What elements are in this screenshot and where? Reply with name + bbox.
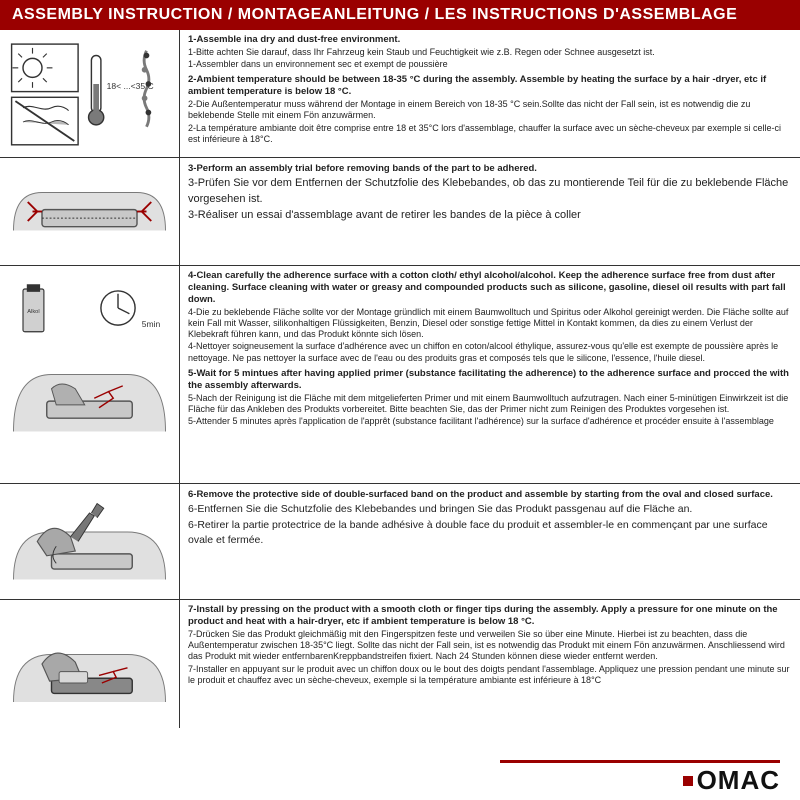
- step-row-3: Alkol 5min 4-Clean carefully the adheren…: [0, 266, 800, 484]
- assembly-instruction-sheet: ASSEMBLY INSTRUCTION / MONTAGEANLEITUNG …: [0, 0, 800, 800]
- svg-text:Alkol: Alkol: [27, 309, 39, 315]
- instruction-line: 3-Prüfen Sie vor dem Entfernen der Schut…: [188, 176, 792, 207]
- instruction-bold: 1-Assemble ina dry and dust-free environ…: [188, 34, 792, 46]
- instruction-line: 2-Die Außentemperatur muss während der M…: [188, 99, 792, 122]
- instruction-rows: 18< ...<35 C 1-Assemble ina dry and dust…: [0, 30, 800, 760]
- instruction-bold: 3-Perform an assembly trial before remov…: [188, 162, 792, 175]
- brand-logo: OMAC: [683, 765, 780, 796]
- instruction-line: 7-Installer en appuyant sur le produit a…: [188, 664, 792, 687]
- footer: OMAC: [0, 763, 800, 800]
- step-text-1: 1-Assemble ina dry and dust-free environ…: [180, 30, 800, 157]
- illustration-cleaning: Alkol 5min: [0, 266, 180, 483]
- illustration-trial-fit: [0, 158, 180, 265]
- svg-text:5min: 5min: [142, 319, 161, 329]
- instruction-bold: 5-Wait for 5 mintues after having applie…: [188, 368, 792, 392]
- step-row-2: 3-Perform an assembly trial before remov…: [0, 158, 800, 266]
- instruction-bold: 2-Ambient temperature should be between …: [188, 74, 792, 98]
- step-text-5: 7-Install by pressing on the product wit…: [180, 600, 800, 728]
- step-row-1: 18< ...<35 C 1-Assemble ina dry and dust…: [0, 30, 800, 158]
- step-text-2: 3-Perform an assembly trial before remov…: [180, 158, 800, 265]
- illustration-temperature: 18< ...<35 C: [0, 30, 180, 157]
- instruction-line: 6-Retirer la partie protectrice de la ba…: [188, 518, 792, 547]
- step-text-4: 6-Remove the protective side of double-s…: [180, 484, 800, 599]
- instruction-line: 1-Assembler dans un environnement sec et…: [188, 59, 792, 70]
- step-text-3: 4-Clean carefully the adherence surface …: [180, 266, 800, 483]
- logo-dot-icon: [683, 776, 693, 786]
- instruction-line: 5-Nach der Reinigung ist die Fläche mit …: [188, 393, 792, 416]
- instruction-line: 4-Nettoyer soigneusement la surface d'ad…: [188, 341, 792, 364]
- instruction-line: 4-Die zu beklebende Fläche sollte vor de…: [188, 307, 792, 341]
- page-title: ASSEMBLY INSTRUCTION / MONTAGEANLEITUNG …: [0, 0, 800, 30]
- step-row-4: 6-Remove the protective side of double-s…: [0, 484, 800, 600]
- instruction-line: 3-Réaliser un essai d'assemblage avant d…: [188, 208, 792, 223]
- logo-text: OMAC: [697, 765, 780, 796]
- step-row-5: 7-Install by pressing on the product wit…: [0, 600, 800, 728]
- illustration-press: [0, 600, 180, 728]
- instruction-bold: 4-Clean carefully the adherence surface …: [188, 270, 792, 306]
- instruction-line: 6-Entfernen Sie die Schutzfolie des Kleb…: [188, 502, 792, 517]
- instruction-line: 7-Drücken Sie das Produkt gleichmäßig mi…: [188, 629, 792, 663]
- instruction-line: 2-La température ambiante doit être comp…: [188, 123, 792, 146]
- instruction-line: 5-Attender 5 minutes après l'application…: [188, 416, 792, 427]
- instruction-bold: 6-Remove the protective side of double-s…: [188, 488, 792, 501]
- instruction-bold: 7-Install by pressing on the product wit…: [188, 604, 792, 628]
- instruction-line: 1-Bitte achten Sie darauf, dass Ihr Fahr…: [188, 47, 792, 58]
- illustration-remove-tape: [0, 484, 180, 599]
